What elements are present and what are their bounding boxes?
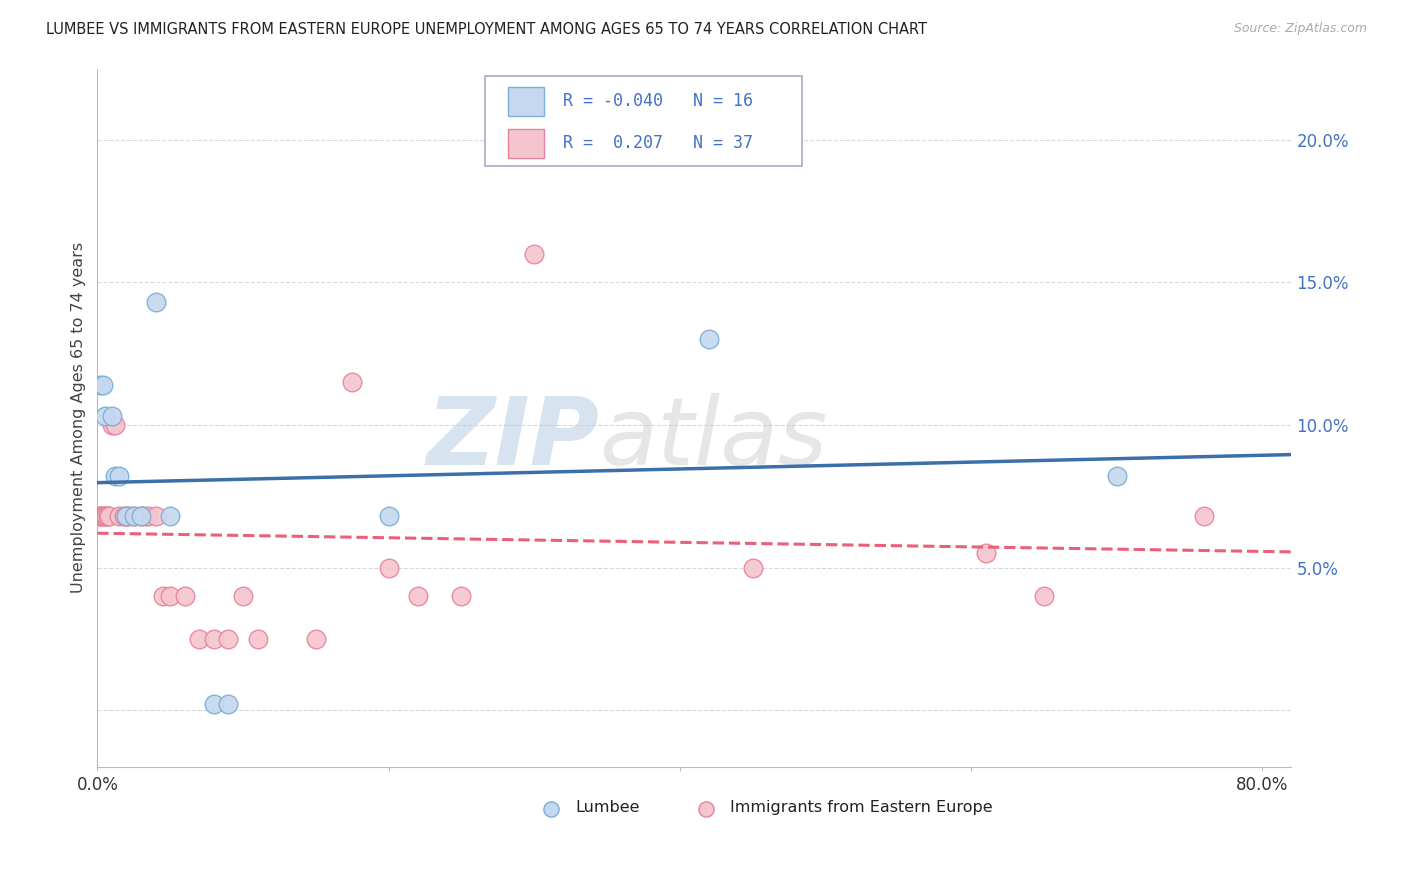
Point bbox=[129, 509, 152, 524]
Text: atlas: atlas bbox=[599, 393, 827, 484]
Point bbox=[974, 546, 997, 560]
Text: ZIP: ZIP bbox=[426, 392, 599, 485]
Point bbox=[741, 560, 763, 574]
Point bbox=[91, 509, 114, 524]
Y-axis label: Unemployment Among Ages 65 to 74 years: Unemployment Among Ages 65 to 74 years bbox=[72, 243, 86, 593]
Point bbox=[340, 376, 363, 390]
Point bbox=[523, 247, 546, 261]
Point bbox=[129, 509, 152, 524]
Point bbox=[87, 509, 110, 524]
Point bbox=[246, 632, 269, 646]
Point bbox=[136, 509, 159, 524]
Point bbox=[217, 698, 239, 712]
Point bbox=[96, 509, 118, 524]
FancyBboxPatch shape bbox=[508, 87, 544, 116]
Point bbox=[91, 378, 114, 392]
Point bbox=[101, 417, 124, 432]
Point bbox=[305, 632, 328, 646]
Point bbox=[108, 509, 131, 524]
Text: R = -0.040   N = 16: R = -0.040 N = 16 bbox=[562, 93, 754, 111]
Point bbox=[94, 509, 117, 524]
Point bbox=[104, 469, 127, 483]
Point bbox=[122, 509, 145, 524]
Point bbox=[145, 295, 167, 310]
Point bbox=[108, 469, 131, 483]
Point bbox=[93, 409, 115, 424]
Point bbox=[132, 509, 155, 524]
Text: Lumbee: Lumbee bbox=[575, 800, 640, 815]
Point bbox=[152, 589, 174, 603]
Text: R =  0.207   N = 37: R = 0.207 N = 37 bbox=[562, 135, 754, 153]
Point bbox=[1105, 469, 1128, 483]
Point bbox=[450, 589, 472, 603]
Point bbox=[101, 409, 124, 424]
Point bbox=[406, 589, 429, 603]
Point bbox=[232, 589, 254, 603]
Point bbox=[828, 874, 851, 888]
Point bbox=[89, 509, 111, 524]
Point bbox=[1032, 589, 1054, 603]
Point bbox=[93, 509, 115, 524]
Point bbox=[89, 378, 111, 392]
Point bbox=[640, 874, 662, 888]
Point bbox=[202, 632, 225, 646]
Point bbox=[188, 632, 211, 646]
Point bbox=[697, 333, 720, 347]
Point bbox=[115, 509, 138, 524]
Point bbox=[98, 509, 121, 524]
Point bbox=[159, 589, 181, 603]
Point bbox=[159, 509, 181, 524]
FancyBboxPatch shape bbox=[485, 76, 801, 166]
Point bbox=[90, 509, 112, 524]
Point bbox=[112, 509, 135, 524]
Point bbox=[122, 509, 145, 524]
Point bbox=[217, 632, 239, 646]
Point bbox=[377, 560, 399, 574]
Point bbox=[145, 509, 167, 524]
Point bbox=[104, 417, 127, 432]
Text: Immigrants from Eastern Europe: Immigrants from Eastern Europe bbox=[730, 800, 993, 815]
Text: Source: ZipAtlas.com: Source: ZipAtlas.com bbox=[1233, 22, 1367, 36]
Point bbox=[173, 589, 195, 603]
Text: LUMBEE VS IMMIGRANTS FROM EASTERN EUROPE UNEMPLOYMENT AMONG AGES 65 TO 74 YEARS : LUMBEE VS IMMIGRANTS FROM EASTERN EUROPE… bbox=[46, 22, 928, 37]
Point bbox=[377, 509, 399, 524]
Point bbox=[1192, 509, 1215, 524]
FancyBboxPatch shape bbox=[508, 128, 544, 158]
Point bbox=[202, 698, 225, 712]
Point bbox=[118, 509, 141, 524]
Point bbox=[115, 509, 138, 524]
